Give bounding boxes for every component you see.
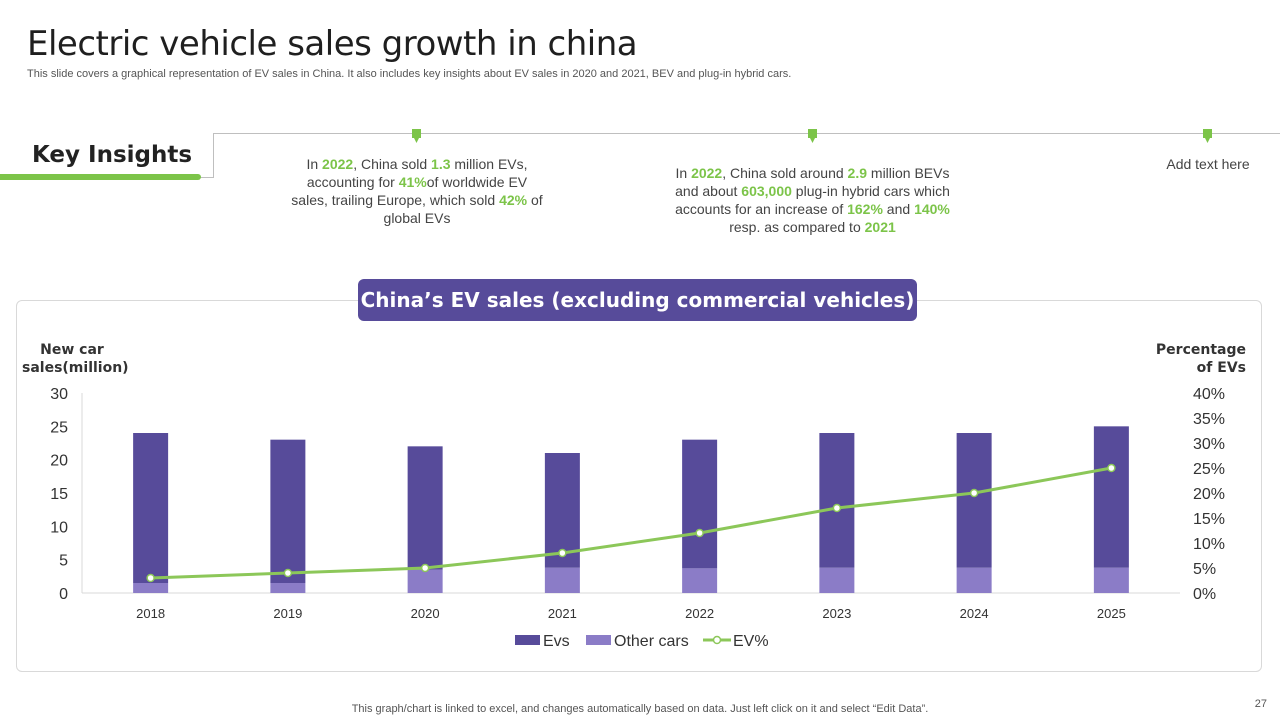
y2-tick-label: 20% [1193, 486, 1225, 503]
chart-axes [81, 393, 1180, 594]
bar-other-cars [407, 569, 443, 593]
bar-evs [544, 453, 580, 568]
y-tick-label: 10 [50, 519, 68, 536]
ev-percent-point [420, 563, 430, 573]
y2-tick-label: 30% [1193, 436, 1225, 453]
y2-tick-label: 40% [1193, 386, 1225, 403]
legend-swatch-other [586, 635, 611, 645]
bar-other-cars [544, 567, 580, 593]
key-insights-heading: Key Insights [32, 142, 193, 168]
bar-other-cars [682, 568, 718, 593]
ev-percent-point [283, 568, 293, 578]
ev-percent-point [969, 488, 979, 498]
insight-3: Add text here [1166, 156, 1250, 172]
ev-percent-point [146, 573, 155, 583]
timeline-connector-low [200, 177, 214, 178]
bar-evs [682, 439, 718, 569]
insight-2: In 2022, China sold around 2.9 million B… [675, 165, 950, 235]
page-title: Electric vehicle sales growth in china [27, 24, 638, 64]
y2-tick-label: 15% [1193, 511, 1225, 528]
x-tick-label: 2021 [548, 606, 577, 621]
page-number: 27 [1254, 698, 1267, 710]
legend-label-evpct: EV% [733, 633, 769, 650]
timeline-marker-3 [1203, 129, 1212, 138]
key-insights-underline [0, 174, 201, 180]
bar-other-cars [1093, 567, 1129, 593]
legend-label-evs: Evs [543, 633, 570, 650]
ev-percent-point [832, 503, 842, 513]
ev-percent-point [695, 528, 704, 538]
bar-other-cars [956, 567, 992, 593]
insight-1: In 2022, China sold 1.3 million EVs, acc… [291, 156, 543, 226]
y-tick-label: 15 [50, 486, 68, 503]
y-tick-label: 30 [50, 386, 68, 403]
bar-evs [819, 433, 855, 568]
x-tick-label: 2024 [960, 606, 989, 621]
x-tick-label: 2023 [822, 606, 851, 621]
legend-label-other: Other cars [614, 633, 689, 650]
left-axis-title: New car sales(million) [22, 342, 129, 376]
ev-percent-point [558, 548, 567, 558]
right-axis-title: Percentage of EVs [1155, 342, 1246, 376]
chart-legend: Evs Other cars EV% [515, 633, 769, 650]
bar-evs [1093, 426, 1129, 568]
chart-labels: 0510152025300%5%10%15%20%25%30%35%40%201… [50, 386, 1225, 621]
footer-note: This graph/chart is linked to excel, and… [351, 703, 929, 715]
bar-other-cars [819, 567, 855, 593]
y2-tick-label: 0% [1193, 586, 1216, 603]
bar-other-cars [133, 583, 169, 593]
y2-tick-label: 25% [1193, 461, 1225, 478]
x-tick-label: 2022 [685, 606, 714, 621]
timeline-line [213, 133, 1280, 134]
y-tick-label: 20 [50, 453, 68, 470]
ev-percent-point [1107, 463, 1116, 473]
y2-tick-label: 10% [1193, 536, 1225, 553]
legend-swatch-evs [515, 635, 540, 645]
x-tick-label: 2020 [411, 606, 440, 621]
timeline-marker-1 [412, 129, 421, 138]
bar-evs [133, 433, 169, 583]
chart-panel [16, 300, 1262, 672]
y-tick-label: 0 [59, 586, 68, 603]
y2-tick-label: 5% [1193, 561, 1216, 578]
bar-other-cars [270, 583, 306, 593]
legend-point-evpct [712, 635, 722, 645]
bar-evs [407, 446, 443, 570]
y-tick-label: 5 [59, 553, 68, 570]
timeline-marker-2 [808, 129, 817, 138]
y-tick-label: 25 [50, 419, 68, 436]
ev-percent-line [150, 466, 1112, 580]
chart-bars [133, 426, 1129, 593]
timeline-connector [213, 133, 214, 178]
page-subtitle: This slide covers a graphical representa… [27, 68, 792, 80]
x-tick-label: 2025 [1097, 606, 1126, 621]
bar-evs [270, 439, 306, 583]
x-tick-label: 2018 [136, 606, 165, 621]
chart-header: China’s EV sales (excluding commercial v… [358, 279, 917, 321]
bar-evs [956, 433, 992, 568]
y2-tick-label: 35% [1193, 411, 1225, 428]
x-tick-label: 2019 [273, 606, 302, 621]
chart-line [146, 463, 1116, 583]
